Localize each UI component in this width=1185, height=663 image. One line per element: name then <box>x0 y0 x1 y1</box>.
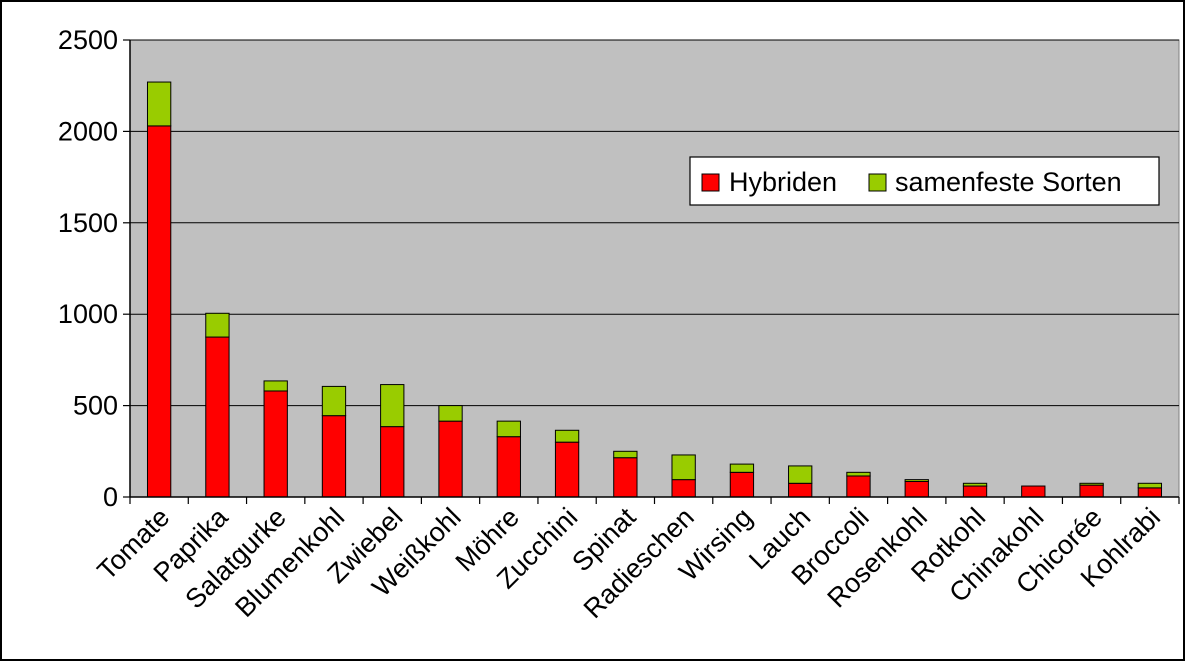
bar-segment-samenfeste-sorten <box>321 385 347 417</box>
bar-segment-samenfeste-sorten <box>146 81 172 127</box>
bar-segment-hybriden <box>729 471 755 498</box>
bar-segment-hybriden <box>1079 484 1104 498</box>
y-tick-label: 0 <box>103 482 118 512</box>
legend: Hybriden samenfeste Sorten <box>689 156 1160 206</box>
bar-segment-hybriden <box>205 336 230 498</box>
bar-segment-samenfeste-sorten <box>904 479 929 482</box>
plot-area <box>129 39 1180 498</box>
bar-segment-hybriden <box>554 441 580 498</box>
bar-segment-hybriden <box>146 125 172 498</box>
bar-segment-hybriden <box>846 475 871 498</box>
bar-segment-hybriden <box>380 426 405 498</box>
legend-label-hybriden: Hybriden <box>729 167 837 197</box>
y-tick-label: 2000 <box>58 116 118 146</box>
bar-segment-hybriden <box>438 420 463 498</box>
y-tick-label: 1000 <box>58 299 118 329</box>
bar-segment-hybriden <box>321 415 347 498</box>
bar-segment-samenfeste-sorten <box>729 463 755 473</box>
y-tick-label: 1500 <box>58 208 118 238</box>
bar-segment-samenfeste-sorten <box>496 420 521 438</box>
bar-segment-samenfeste-sorten <box>962 482 988 487</box>
y-tick-label: 2500 <box>58 25 118 55</box>
bar-segment-samenfeste-sorten <box>1079 482 1104 486</box>
bar-segment-samenfeste-sorten <box>671 454 696 481</box>
bar-segment-samenfeste-sorten <box>438 405 463 422</box>
bar-segment-samenfeste-sorten <box>788 465 813 484</box>
bar-segment-samenfeste-sorten <box>846 471 871 477</box>
bar-segment-samenfeste-sorten <box>613 450 638 459</box>
bar-segment-hybriden <box>671 479 696 498</box>
bar-segment-hybriden <box>263 390 288 498</box>
legend-swatch-samenfeste-sorten <box>868 173 887 192</box>
y-tick-label: 500 <box>73 391 118 421</box>
grid-lines <box>130 39 1179 407</box>
bar-segment-samenfeste-sorten <box>1137 482 1163 489</box>
bar-segment-hybriden <box>1021 485 1046 498</box>
bar-segment-samenfeste-sorten <box>554 429 580 443</box>
legend-box <box>689 156 1160 206</box>
bar-segment-hybriden <box>496 436 521 498</box>
bar-segment-samenfeste-sorten <box>380 384 405 428</box>
legend-label-samenfeste-sorten: samenfeste Sorten <box>895 167 1122 197</box>
legend-swatch-hybriden <box>701 173 720 192</box>
bar-segment-hybriden <box>904 480 929 498</box>
bar-segment-hybriden <box>962 485 988 498</box>
bar-segment-hybriden <box>788 482 813 498</box>
bar-segment-samenfeste-sorten <box>205 312 230 338</box>
bar-segment-hybriden <box>613 457 638 498</box>
bar-segment-samenfeste-sorten <box>263 380 288 392</box>
bars <box>146 81 1163 498</box>
bar-segment-hybriden <box>1137 487 1163 498</box>
